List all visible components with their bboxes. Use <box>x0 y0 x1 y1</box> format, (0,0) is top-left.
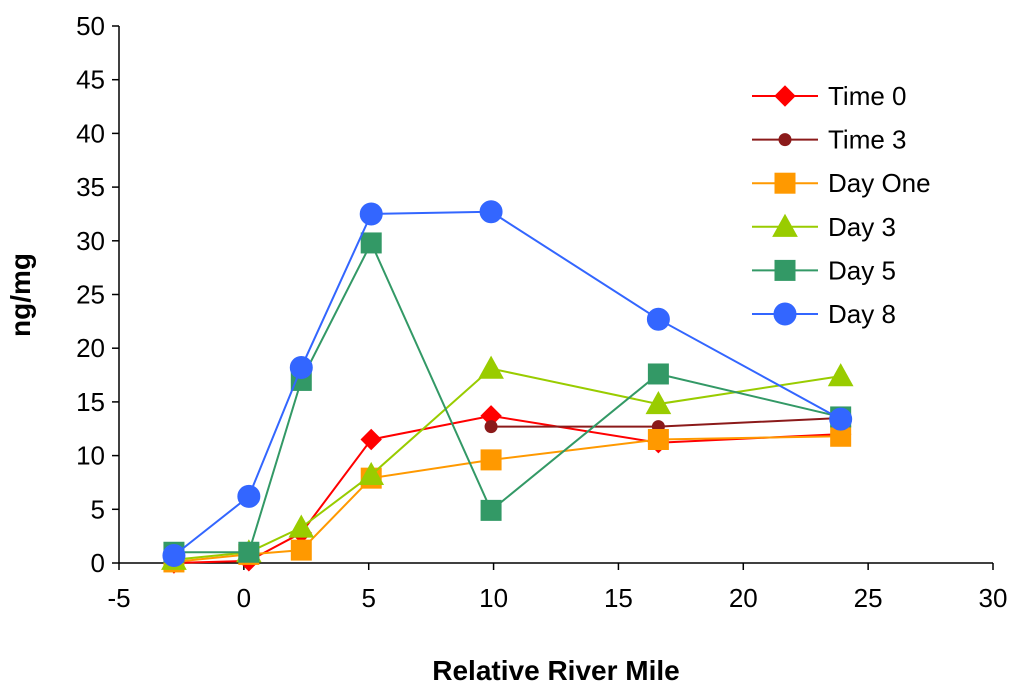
data-point-time-0 <box>360 428 382 451</box>
series-day-5 <box>163 232 852 563</box>
data-point-day-one <box>647 428 669 450</box>
data-point-day-one <box>480 449 502 471</box>
y-axis-title: ng/mg <box>5 253 36 337</box>
x-tick-label: 30 <box>979 583 1008 613</box>
series-layer <box>161 200 854 574</box>
data-point-day-5 <box>360 232 382 254</box>
y-tick-label: 50 <box>76 11 105 41</box>
x-axis-title: Relative River Mile <box>432 655 679 686</box>
legend-item-day-5: Day 5 <box>752 255 896 285</box>
data-point-day-8 <box>237 484 261 508</box>
legend-item-time-3: Time 3 <box>752 125 907 155</box>
x-tick-label: 15 <box>604 583 633 613</box>
data-point-day-5 <box>480 499 502 521</box>
y-tick-label: 10 <box>76 441 105 471</box>
series-line-day-5 <box>173 240 841 554</box>
data-point-day-8 <box>479 200 503 224</box>
legend: Time 0 Time 3 Day One Day 3 Day 5 Day 8 <box>752 81 931 329</box>
y-tick-label: 30 <box>76 226 105 256</box>
y-tick-label: 20 <box>76 333 105 363</box>
data-point-day-3 <box>827 363 854 387</box>
legend-marker <box>774 172 796 194</box>
y-tick-label: 40 <box>76 118 105 148</box>
legend-label: Day 3 <box>828 212 896 242</box>
legend-marker <box>773 302 797 326</box>
legend-item-day-3: Day 3 <box>752 212 896 242</box>
legend-marker <box>772 213 798 237</box>
series-day-8 <box>162 200 853 567</box>
legend-label: Day 5 <box>828 255 896 285</box>
data-point-day-5 <box>647 363 669 385</box>
legend-item-day-8: Day 8 <box>752 299 896 329</box>
series-day-3 <box>161 355 854 570</box>
series-line-day-8 <box>173 210 842 557</box>
y-tick-label: 35 <box>76 172 105 202</box>
data-point-day-8 <box>162 543 186 567</box>
legend-label: Time 0 <box>828 81 907 111</box>
x-tick-label: -5 <box>107 583 130 613</box>
data-point-day-3 <box>478 355 504 379</box>
x-tick-label: 25 <box>854 583 883 613</box>
series-day-one <box>163 425 852 573</box>
data-point-day-3 <box>288 514 315 538</box>
data-point-time-3 <box>484 420 498 434</box>
y-tick-label: 0 <box>91 548 105 578</box>
legend-label: Day 8 <box>828 299 896 329</box>
data-point-day-8 <box>829 407 853 431</box>
legend-item-day-one: Day One <box>752 168 931 198</box>
data-point-day-3 <box>645 391 672 415</box>
data-point-day-3 <box>358 461 385 486</box>
y-tick-label: 25 <box>76 280 105 310</box>
legend-item-time-0: Time 0 <box>752 81 907 111</box>
legend-label: Time 3 <box>828 125 907 155</box>
x-tick-label: 5 <box>361 583 375 613</box>
series-line-time-3 <box>491 417 841 428</box>
legend-label: Day One <box>828 168 931 198</box>
legend-marker <box>774 85 796 107</box>
data-point-day-one <box>290 539 312 561</box>
series-line-day-3 <box>173 367 841 561</box>
x-tick-label: 10 <box>479 583 508 613</box>
y-tick-label: 5 <box>91 494 105 524</box>
series-time-0 <box>163 405 852 574</box>
data-point-day-8 <box>359 202 383 226</box>
x-tick-label: 0 <box>237 583 251 613</box>
data-point-day-8 <box>646 307 670 331</box>
y-tick-label: 45 <box>76 65 105 95</box>
data-point-day-5 <box>238 541 260 563</box>
data-point-day-8 <box>289 356 313 380</box>
series-line-day-one <box>173 435 841 563</box>
y-tick-label: 15 <box>76 387 105 417</box>
legend-marker <box>774 259 796 281</box>
x-tick-label: 20 <box>729 583 758 613</box>
legend-marker <box>778 133 792 147</box>
